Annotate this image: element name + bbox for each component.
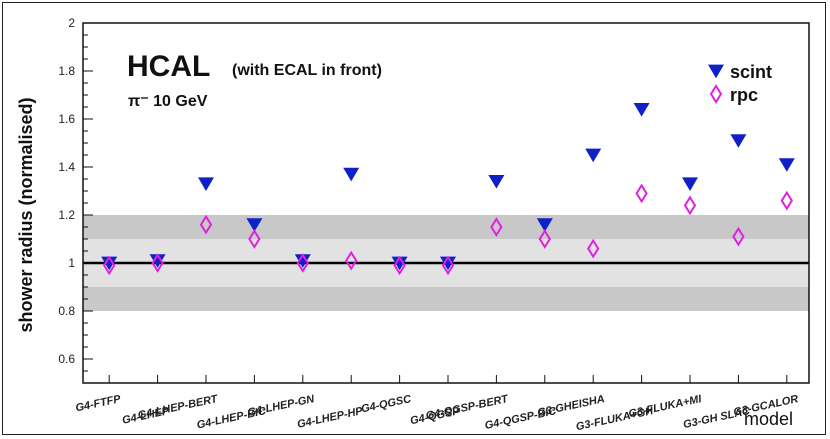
chart-title-note: (with ECAL in front) <box>232 62 382 79</box>
point-scint <box>294 254 311 268</box>
point-scint <box>730 134 747 148</box>
y-tick-label: 1.4 <box>58 160 75 174</box>
chart-title: HCAL <box>127 50 210 83</box>
point-scint <box>633 103 650 117</box>
point-rpc <box>732 226 745 247</box>
x-axis-title: model <box>744 409 793 429</box>
point-scint <box>682 177 698 191</box>
y-tick-label: 1.2 <box>58 208 75 222</box>
point-scint <box>198 177 214 191</box>
point-scint <box>440 256 456 271</box>
x-tick-label: G4-QGSC <box>360 393 413 416</box>
y-tick-label: 2 <box>68 16 75 30</box>
point-rpc <box>296 253 309 273</box>
legend-marker-rpc <box>709 84 723 104</box>
x-tick-label: G3-GHEISHA <box>536 393 606 419</box>
point-scint <box>101 256 118 271</box>
point-rpc <box>490 217 503 237</box>
point-rpc <box>587 238 600 259</box>
point-rpc <box>538 229 551 249</box>
x-tick-label: G4-FTFP <box>74 393 122 414</box>
point-rpc <box>248 229 261 249</box>
point-rpc <box>199 214 213 235</box>
legend-label-rpc: rpc <box>730 85 758 105</box>
point-scint <box>149 254 166 268</box>
y-tick-label: 1 <box>68 256 75 270</box>
legend: scint rpc <box>708 62 772 105</box>
point-rpc <box>635 183 648 204</box>
point-rpc <box>345 250 358 271</box>
point-rpc <box>441 255 455 276</box>
y-axis-title: shower radius (normalised) <box>16 97 36 332</box>
shower-radius-chart: 0.60.811.21.41.61.82 G4-FTFPG4-LHEPG4-LH… <box>16 16 810 433</box>
point-rpc <box>780 190 793 211</box>
point-scint <box>778 158 795 172</box>
legend-marker-scint <box>708 64 724 79</box>
point-scint <box>488 175 505 189</box>
y-tick-label: 0.6 <box>58 352 75 366</box>
y-axis: 0.6 0.8 1 1.2 1.4 1.6 1.8 2 <box>58 16 93 384</box>
point-scint <box>536 218 553 232</box>
point-rpc <box>103 255 116 276</box>
point-scint <box>343 167 360 182</box>
point-rpc <box>393 255 406 276</box>
point-scint <box>246 218 263 232</box>
data-points <box>101 103 795 276</box>
point-scint <box>391 256 408 271</box>
point-rpc <box>151 253 164 273</box>
legend-label-scint: scint <box>730 62 772 82</box>
y-tick-label: 1.8 <box>58 64 75 78</box>
point-rpc <box>683 195 697 216</box>
y-tick-label: 1.6 <box>58 112 75 126</box>
x-tick-label: G4-LHEP-HP <box>296 405 364 431</box>
chart-subtitle: π⁻ 10 GeV <box>128 93 208 110</box>
point-scint <box>585 148 602 163</box>
chart-frame: 0.6 0.8 1 1.2 1.4 1.6 1.8 2 G4-FTFP G4-LHEP G4-LH… <box>2 2 826 435</box>
x-tick-label: G4-LHEP-GN <box>247 393 317 419</box>
y-tick-label: 0.8 <box>58 304 75 318</box>
